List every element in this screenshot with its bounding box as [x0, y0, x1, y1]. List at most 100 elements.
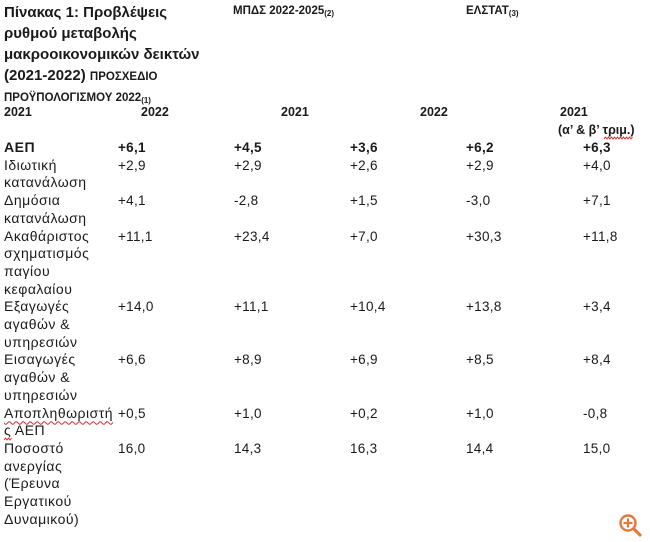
value-cell: 16,3 [350, 440, 378, 456]
year-header-1: 2021 [4, 105, 32, 119]
value-cell: +1,0 [234, 405, 262, 421]
value-cell: +4,5 [234, 140, 262, 155]
row-label-line: Εξαγωγές [4, 298, 70, 315]
value-cell: +6,6 [118, 352, 146, 368]
row-label-line: αγαθών & [4, 369, 71, 386]
value-cell: +6,9 [350, 352, 378, 368]
value-cell: +2,9 [118, 157, 146, 173]
row-label-line: Δημόσια [4, 192, 61, 209]
squiggle-line [3, 436, 12, 441]
row-label-line: ς ΑΕΠ [4, 422, 46, 439]
table-title: Πίνακας 1: Προβλέψεις ρυθμού μεταβολής μ… [4, 2, 200, 109]
row-label-line: Εισαγωγές [4, 351, 76, 368]
group-header-mtfs: ΜΠΔΣ 2022-2025(2) [233, 4, 334, 19]
row-label-line: Αποπληθωριστή [4, 405, 650, 423]
value-cell: +3,6 [350, 140, 378, 155]
year-header-4: 2022 [420, 105, 448, 119]
value-cell: +11,1 [234, 299, 269, 315]
value-cell: +8,4 [583, 352, 611, 368]
title-line: ρυθμού μεταβολής [4, 25, 137, 42]
value-cell: +0,5 [118, 405, 146, 421]
title-line-with-draft: (2021-2022) ΠΡΟΣΧΕΔΙΟ [4, 65, 200, 88]
row-label-line: υπηρεσιών [4, 333, 78, 350]
row-gdp: ΑΕΠ +6,1 +4,5 +3,6 +6,2 +6,3 [0, 139, 650, 157]
title-line: μακροοικονομικών δεικτών [4, 46, 200, 63]
value-cell: +10,4 [350, 299, 386, 315]
row-label: Ακαθάριστος σχηματισμός παγίου κεφαλαίου [0, 228, 650, 299]
row-label-line: υπηρεσιών [4, 386, 78, 403]
draft-budget-line: ΠΡΟΫΠΟΛΟΓΙΣΜΟΥ 2022(1) [4, 88, 200, 109]
group-header-label: ΜΠΔΣ 2022-2025 [233, 5, 325, 17]
value-cell: -2,8 [234, 193, 259, 209]
row-label-line: αγαθών & [4, 316, 71, 333]
row-label-line-text: Αποπληθωριστή [4, 404, 114, 421]
value-cell: +8,5 [466, 352, 494, 368]
row-gross-fixed-capital-formation: Ακαθάριστος σχηματισμός παγίου κεφαλαίου… [0, 228, 650, 299]
value-cell: +30,3 [466, 228, 502, 244]
value-cell: +3,4 [583, 299, 611, 315]
row-label-line: (Έρευνα [4, 475, 61, 492]
year-header-5: 2021 [560, 105, 588, 119]
title-years: (2021-2022) [4, 67, 86, 84]
value-cell: +6,2 [466, 140, 494, 155]
row-label: Αποπληθωριστή ς ΑΕΠ [0, 405, 650, 440]
value-cell: 14,4 [466, 440, 494, 456]
row-label: Εξαγωγές αγαθών & υπηρεσιών [0, 298, 650, 351]
row-label-line: κεφαλαίου [4, 280, 73, 297]
row-label-line: Ποσοστό [4, 439, 64, 456]
row-label: Δημόσια κατανάλωση [0, 192, 650, 227]
value-cell: +13,8 [466, 299, 502, 315]
zoom-in-icon[interactable] [617, 512, 643, 538]
row-label-line: κατανάλωση [4, 174, 87, 191]
row-private-consumption: Ιδιωτική κατανάλωση +2,9 +2,9 +2,6 +2,9 … [0, 157, 650, 192]
value-cell: -3,0 [466, 193, 491, 209]
group-header-label: ΕΛΣΤΑΤ [466, 5, 509, 17]
value-cell: 15,0 [583, 440, 611, 456]
value-cell: +1,5 [350, 193, 378, 209]
year-header-3: 2021 [281, 105, 309, 119]
row-label-line: σχηματισμός [4, 245, 90, 262]
row-label-line: Δυναμικού) [4, 510, 80, 527]
value-cell: 14,3 [234, 440, 262, 456]
draft-label: ΠΡΟΣΧΕΔΙΟ [89, 71, 158, 83]
row-unemployment-rate: Ποσοστό ανεργίας (Έρευνα Εργατικού Δυναμ… [0, 440, 650, 529]
footnote-ref: (2) [324, 9, 335, 18]
value-cell: +1,0 [466, 405, 494, 421]
value-cell: +4,1 [118, 193, 146, 209]
value-cell: +11,8 [583, 228, 618, 244]
value-cell: +23,4 [234, 228, 270, 244]
draft-budget-label: ΠΡΟΫΠΟΛΟΓΙΣΜΟΥ 2022 [4, 92, 142, 104]
row-label-line: Εργατικού [4, 493, 72, 510]
squiggle-line [603, 136, 633, 140]
spellcheck-underline [603, 136, 633, 140]
footnote-ref: (3) [508, 9, 519, 18]
value-cell: +8,9 [234, 352, 262, 368]
row-label: Ιδιωτική κατανάλωση [0, 157, 650, 192]
value-cell: +11,1 [118, 228, 153, 244]
row-label: Εισαγωγές αγαθών & υπηρεσιών [0, 351, 650, 404]
value-cell: +2,6 [350, 157, 378, 173]
group-header-elstat: ΕΛΣΤΑΤ(3) [466, 4, 519, 19]
spellcheck-underline [3, 436, 12, 441]
row-label-line: Ακαθάριστος [4, 227, 90, 244]
value-cell: +6,3 [583, 140, 611, 155]
row-public-consumption: Δημόσια κατανάλωση +4,1 -2,8 +1,5 -3,0 +… [0, 192, 650, 227]
value-cell: 16,0 [118, 440, 146, 456]
table-body: ΑΕΠ +6,1 +4,5 +3,6 +6,2 +6,3 Ιδιωτική κα… [0, 139, 650, 528]
value-cell: +6,1 [118, 140, 146, 155]
value-cell: +7,1 [583, 193, 611, 209]
value-cell: +0,2 [350, 405, 378, 421]
value-cell: +7,0 [350, 228, 378, 244]
row-label-line: κατανάλωση [4, 209, 87, 226]
title-line: Πίνακας 1: Προβλέψεις [4, 4, 168, 21]
row-imports: Εισαγωγές αγαθών & υπηρεσιών +6,6 +8,9 +… [0, 351, 650, 404]
row-exports: Εξαγωγές αγαθών & υπηρεσιών +14,0 +11,1 … [0, 298, 650, 351]
value-cell: +2,9 [234, 157, 262, 173]
row-gdp-deflator: Αποπληθωριστή ς ΑΕΠ +0,5 +1,0 +0,2 +1,0 … [0, 405, 650, 441]
value-cell: -0,8 [583, 405, 608, 421]
row-label-line: ΑΕΠ [4, 139, 36, 155]
row-label-line: παγίου [4, 262, 51, 279]
year-header-2: 2022 [141, 105, 169, 119]
row-label: ΑΕΠ [0, 139, 650, 157]
